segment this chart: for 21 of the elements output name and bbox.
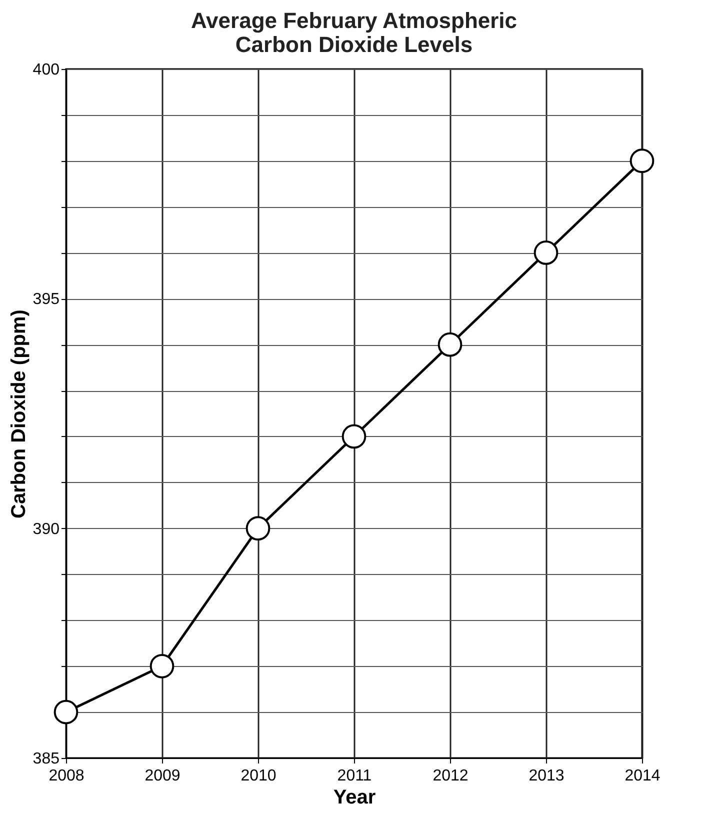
point [630, 148, 654, 174]
y-tick-label: 395 [32, 291, 60, 308]
y-tick-label: 385 [32, 750, 60, 768]
y-tick-label: 400 [32, 62, 60, 78]
x-tick-label: 2014 [624, 768, 660, 784]
x-tick-label: 2008 [48, 768, 84, 784]
x-tick-label: 2011 [337, 768, 372, 784]
x-axis-title: Year [333, 786, 376, 808]
point [438, 332, 462, 357]
chart-title: Average February Atmospheric Carbon Dioxide Levels [190, 8, 518, 57]
point [342, 424, 366, 449]
x-tick-label: 2010 [240, 768, 276, 784]
x-tick-label: 2012 [432, 768, 468, 784]
point [534, 240, 558, 265]
y-axis-title: Carbon Dioxide (ppm) [8, 310, 30, 518]
point [246, 516, 270, 540]
point [150, 654, 174, 678]
y-tick-label: 390 [32, 520, 60, 538]
x-tick-label: 2009 [144, 768, 180, 784]
x-tick-label: 2013 [528, 768, 564, 784]
point [54, 700, 78, 724]
